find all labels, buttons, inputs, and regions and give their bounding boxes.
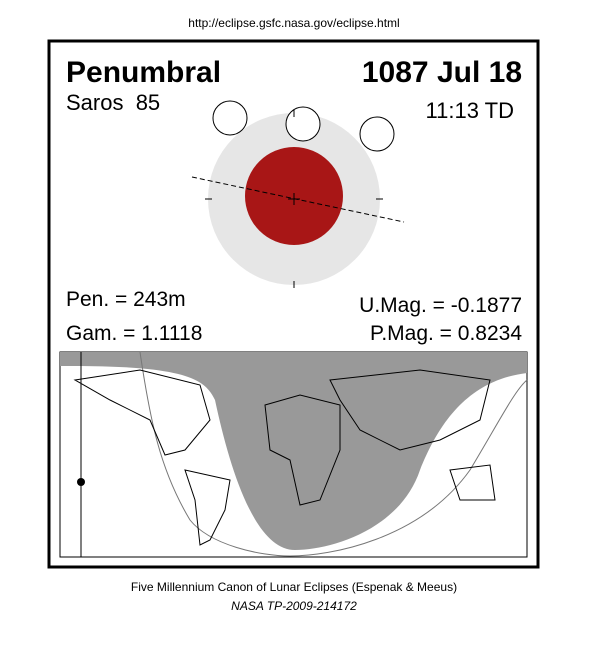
moon	[212, 100, 248, 136]
penumbral-magnitude: P.Mag. = 0.8234	[370, 322, 522, 345]
moon	[359, 116, 395, 152]
eclipse-type: Penumbral	[66, 56, 221, 89]
url: http://eclipse.gsfc.nasa.gov/eclipse.htm…	[188, 16, 399, 30]
saros: Saros 85	[66, 90, 160, 115]
time: 11:13 TD	[426, 98, 514, 123]
umbral-magnitude: U.Mag. = -0.1877	[359, 294, 522, 317]
axis-ticks	[205, 110, 383, 288]
gamma: Gam. = 1.1118	[66, 322, 202, 345]
moon	[285, 106, 321, 142]
date: 1087 Jul 18	[362, 56, 522, 89]
world-map	[59, 351, 528, 558]
footer-title: Five Millennium Canon of Lunar Eclipses …	[131, 580, 457, 594]
pen-duration: Pen. = 243m	[66, 288, 186, 311]
footer-ref: NASA TP-2009-214172	[231, 599, 357, 613]
